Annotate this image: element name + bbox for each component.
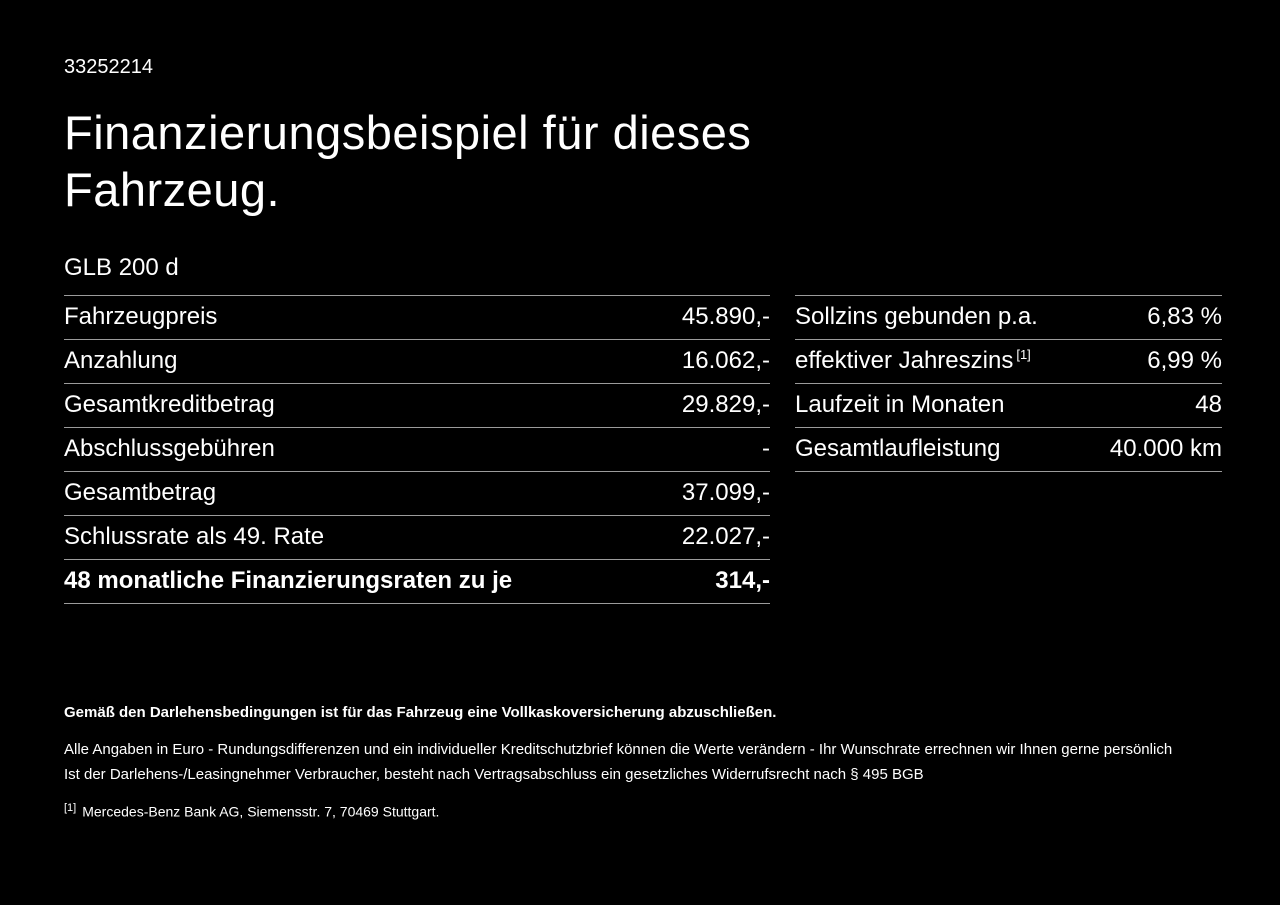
row-label: Anzahlung (64, 347, 178, 374)
row-value: 314,- (715, 567, 770, 594)
footnote-ref: [1] (1016, 347, 1031, 362)
insurance-note: Gemäß den Darlehensbedingungen ist für d… (64, 704, 777, 721)
row-label: Sollzins gebunden p.a. (795, 303, 1038, 330)
footnote-text: Mercedes-Benz Bank AG, Siemensstr. 7, 70… (82, 803, 440, 820)
vehicle-id: 33252214 (64, 56, 153, 78)
table-row: Gesamtlaufleistung 40.000 km (795, 427, 1222, 471)
row-value: 37.099,- (681, 479, 770, 506)
row-label: Gesamtbetrag (64, 479, 217, 506)
financing-table: Fahrzeugpreis 45.890,- Anzahlung 16.062,… (64, 295, 770, 604)
table-row: Gesamtbetrag 37.099,- (64, 471, 770, 515)
table-row: Fahrzeugpreis 45.890,- (64, 295, 770, 339)
row-value: 6,83 % (1147, 303, 1222, 330)
footer: Gemäß den Darlehensbedingungen ist für d… (64, 703, 1222, 821)
row-value: 22.027,- (681, 523, 770, 550)
footnote: [1] Mercedes-Benz Bank AG, Siemensstr. 7,… (64, 799, 1222, 821)
row-label: effektiver Jahreszins [1] (795, 347, 1031, 375)
page-title: Finanzierungsbeispiel für dieses Fahrzeu… (64, 106, 752, 216)
footnote-marker: [1] (64, 802, 77, 814)
row-value: 48 (1195, 391, 1222, 418)
table-row: Schlussrate als 49. Rate 22.027,- (64, 515, 770, 559)
model-name: GLB 200 d (64, 254, 179, 281)
row-label: Fahrzeugpreis (64, 303, 218, 330)
table-row-monthly-rate: 48 monatliche Finanzierungsraten zu je 3… (64, 559, 770, 603)
conditions-table: Sollzins gebunden p.a. 6,83 % effektiver… (795, 295, 1222, 472)
row-value: 40.000 km (1109, 435, 1222, 462)
table-row: Gesamtkreditbetrag 29.829,- (64, 383, 770, 427)
row-value: 16.062,- (681, 347, 770, 374)
row-value: 29.829,- (681, 391, 770, 418)
row-label-text: effektiver Jahreszins (795, 347, 1014, 374)
row-value: 45.890,- (681, 303, 770, 330)
table-row: Abschlussgebühren - (64, 427, 770, 471)
tables-container: Fahrzeugpreis 45.890,- Anzahlung 16.062,… (64, 295, 1222, 604)
table-row: Laufzeit in Monaten 48 (795, 383, 1222, 427)
row-label: Abschlussgebühren (64, 435, 275, 462)
table-row: Sollzins gebunden p.a. 6,83 % (795, 295, 1222, 339)
row-label: Gesamtlaufleistung (795, 435, 1001, 462)
table-row: effektiver Jahreszins [1] 6,99 % (795, 339, 1222, 383)
row-label: Schlussrate als 49. Rate (64, 523, 325, 550)
row-label: Laufzeit in Monaten (795, 391, 1005, 418)
table-row: Anzahlung 16.062,- (64, 339, 770, 383)
row-value: 6,99 % (1147, 347, 1222, 374)
row-value: - (762, 435, 770, 462)
disclaimer-line-1: Alle Angaben in Euro - Rundungsdifferenz… (64, 741, 1173, 758)
row-label: 48 monatliche Finanzierungsraten zu je (64, 567, 513, 594)
row-label: Gesamtkreditbetrag (64, 391, 275, 418)
disclaimer-line-2: Ist der Darlehens-/Leasingnehmer Verbrau… (64, 766, 924, 783)
